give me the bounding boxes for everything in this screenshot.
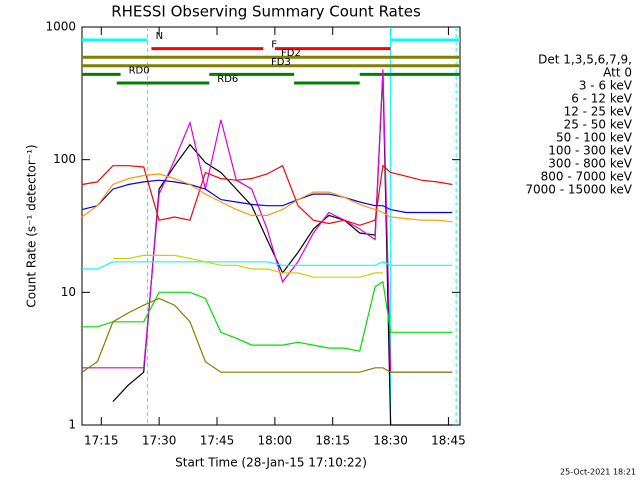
series-line bbox=[82, 69, 453, 373]
legend-label: 50 - 100 keV bbox=[556, 131, 633, 145]
legend-label: 25 - 50 keV bbox=[564, 118, 633, 132]
series-line bbox=[81, 297, 453, 373]
y-tick-label: 1000 bbox=[45, 20, 76, 34]
legend-label: 100 - 300 keV bbox=[548, 144, 632, 158]
series-line bbox=[81, 164, 453, 226]
legend-label: 12 - 25 keV bbox=[564, 105, 633, 119]
legend-label: 3 - 6 keV bbox=[579, 79, 633, 93]
flag-label: F bbox=[271, 40, 277, 51]
x-tick-label: 18:00 bbox=[258, 434, 293, 448]
chart-title: RHESSI Observing Summary Count Rates bbox=[111, 3, 421, 21]
series-line bbox=[82, 261, 453, 270]
footer: 25-Oct-2021 18:21 bbox=[560, 468, 636, 477]
flag-label: FD3 bbox=[271, 57, 291, 68]
series-line bbox=[112, 254, 383, 278]
legend-header: Att 0 bbox=[603, 66, 632, 80]
legend-label: 6 - 12 keV bbox=[571, 92, 633, 106]
x-tick-label: 18:15 bbox=[315, 434, 350, 448]
y-tick-label: 1 bbox=[68, 418, 76, 432]
legend-label: 300 - 800 keV bbox=[548, 157, 632, 171]
x-tick-label: 17:45 bbox=[200, 434, 235, 448]
series-line bbox=[82, 280, 453, 352]
y-axis-label: Count Rate (s⁻¹ detector⁻¹) bbox=[25, 144, 39, 307]
flag-label: RD0 bbox=[129, 65, 150, 76]
x-tick-label: 18:45 bbox=[431, 434, 466, 448]
x-tick-label: 18:30 bbox=[373, 434, 408, 448]
series-line bbox=[81, 173, 453, 223]
flag-label: RD6 bbox=[217, 74, 238, 85]
series-line bbox=[112, 72, 453, 426]
flag-label: FD2 bbox=[281, 48, 301, 59]
x-axis-label: Start Time (28-Jan-15 17:10:22) bbox=[175, 456, 367, 470]
flag-label: N bbox=[156, 31, 163, 42]
x-tick-label: 17:15 bbox=[84, 434, 119, 448]
y-tick-label: 100 bbox=[53, 152, 76, 166]
legend-header: Det 1,3,5,6,7,9, bbox=[538, 53, 632, 67]
series-line bbox=[81, 179, 453, 214]
legend-label: 800 - 7000 keV bbox=[541, 170, 633, 184]
y-tick-label: 10 bbox=[61, 285, 76, 299]
x-tick-label: 17:30 bbox=[142, 434, 177, 448]
legend-label: 7000 - 15000 keV bbox=[525, 183, 632, 197]
plot-frame bbox=[81, 26, 461, 426]
